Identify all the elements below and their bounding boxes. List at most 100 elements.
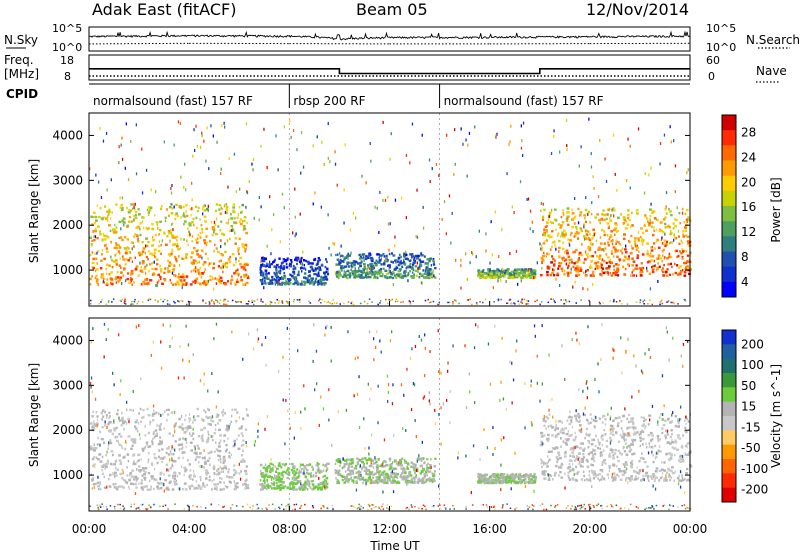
range-gate-cell [498, 476, 501, 480]
range-gate-cell [401, 468, 405, 471]
range-gate-cell [180, 175, 182, 179]
range-gate-cell [170, 187, 172, 190]
range-gate-cell [131, 272, 134, 275]
range-gate-cell [604, 247, 607, 250]
range-gate-cell [201, 418, 203, 421]
range-gate-cell [246, 484, 249, 487]
range-gate-cell [609, 271, 611, 275]
range-gate-cell [142, 408, 145, 412]
range-gate-cell [584, 250, 587, 254]
range-gate-cell [242, 449, 244, 452]
range-gate-cell [574, 435, 577, 439]
range-gate-cell [670, 213, 673, 217]
range-gate-cell [582, 287, 584, 291]
range-gate-cell [114, 231, 117, 234]
range-gate-cell [334, 162, 337, 166]
range-gate-cell [335, 253, 337, 257]
range-gate-cell [570, 416, 574, 419]
range-gate-cell [499, 272, 502, 276]
range-gate-cell [159, 426, 161, 429]
range-gate-cell [452, 302, 454, 305]
range-gate-cell [431, 167, 433, 171]
range-gate-cell [214, 232, 218, 236]
range-gate-cell [661, 260, 663, 263]
range-gate-cell [421, 481, 424, 485]
range-gate-cell [199, 475, 202, 479]
range-gate-cell [543, 473, 546, 477]
range-gate-cell [426, 262, 429, 265]
range-gate-cell [395, 259, 398, 262]
range-gate-cell [323, 283, 326, 286]
range-gate-cell [346, 276, 349, 280]
range-gate-cell [600, 468, 604, 472]
range-gate-cell [558, 264, 561, 268]
range-gate-cell [592, 235, 594, 238]
range-gate-cell [318, 282, 320, 285]
range-gate-cell [120, 485, 122, 488]
range-gate-cell [626, 216, 630, 220]
range-gate-cell [205, 235, 208, 238]
range-gate-cell [310, 277, 312, 280]
range-gate-cell [153, 409, 155, 412]
range-gate-cell [622, 216, 626, 219]
range-gate-cell [186, 239, 188, 243]
range-gate-cell [383, 464, 386, 468]
range-gate-cell [350, 274, 352, 277]
range-gate-cell [165, 451, 168, 455]
range-gate-cell [350, 465, 354, 468]
range-gate-cell [305, 268, 307, 271]
range-gate-cell [554, 426, 558, 429]
range-gate-cell [653, 259, 655, 263]
range-gate-cell [367, 472, 370, 476]
range-gate-cell [395, 467, 398, 470]
range-gate-cell [656, 423, 659, 427]
range-gate-cell [595, 239, 598, 242]
range-gate-cell [684, 229, 687, 233]
range-gate-cell [489, 261, 491, 265]
range-gate-cell [395, 300, 397, 303]
range-gate-cell [374, 270, 376, 274]
range-gate-cell [203, 409, 206, 412]
range-gate-cell [177, 120, 180, 124]
range-gate-cell [105, 243, 107, 247]
range-gate-cell [232, 209, 235, 212]
range-gate-cell [114, 471, 117, 474]
range-gate-cell [652, 265, 654, 268]
range-gate-cell [394, 475, 398, 478]
range-gate-cell [235, 420, 238, 423]
range-gate-cell [191, 181, 193, 185]
range-gate-cell [555, 219, 558, 222]
range-gate-cell [585, 237, 588, 241]
range-gate-cell [277, 281, 279, 285]
range-gate-cell [203, 242, 207, 245]
range-gate-cell [611, 208, 613, 212]
range-gate-cell [611, 424, 614, 428]
range-gate-cell [260, 205, 262, 209]
range-gate-cell [477, 475, 479, 479]
range-gate-cell [377, 303, 379, 306]
range-gate-cell [389, 157, 391, 161]
range-gate-cell [138, 465, 141, 468]
range-gate-cell [145, 168, 148, 172]
range-gate-cell [126, 277, 130, 281]
range-gate-cell [140, 266, 142, 269]
range-gate-cell [321, 482, 325, 486]
range-gate-cell [293, 277, 295, 281]
range-gate-cell [132, 482, 135, 486]
range-gate-cell [629, 465, 633, 468]
range-gate-cell [127, 220, 131, 223]
range-gate-cell [97, 458, 100, 461]
range-gate-cell [198, 206, 200, 210]
range-gate-cell [356, 457, 359, 460]
range-gate-cell [612, 207, 615, 210]
range-gate-cell [372, 466, 375, 469]
range-gate-cell [190, 261, 194, 264]
nave-label: Nave [756, 64, 787, 78]
range-gate-cell [91, 261, 95, 265]
range-gate-cell [292, 482, 295, 485]
range-gate-cell [593, 426, 596, 429]
range-gate-cell [183, 437, 186, 441]
range-gate-cell [101, 426, 104, 429]
range-gate-cell [260, 260, 262, 264]
range-gate-cell [318, 270, 320, 273]
